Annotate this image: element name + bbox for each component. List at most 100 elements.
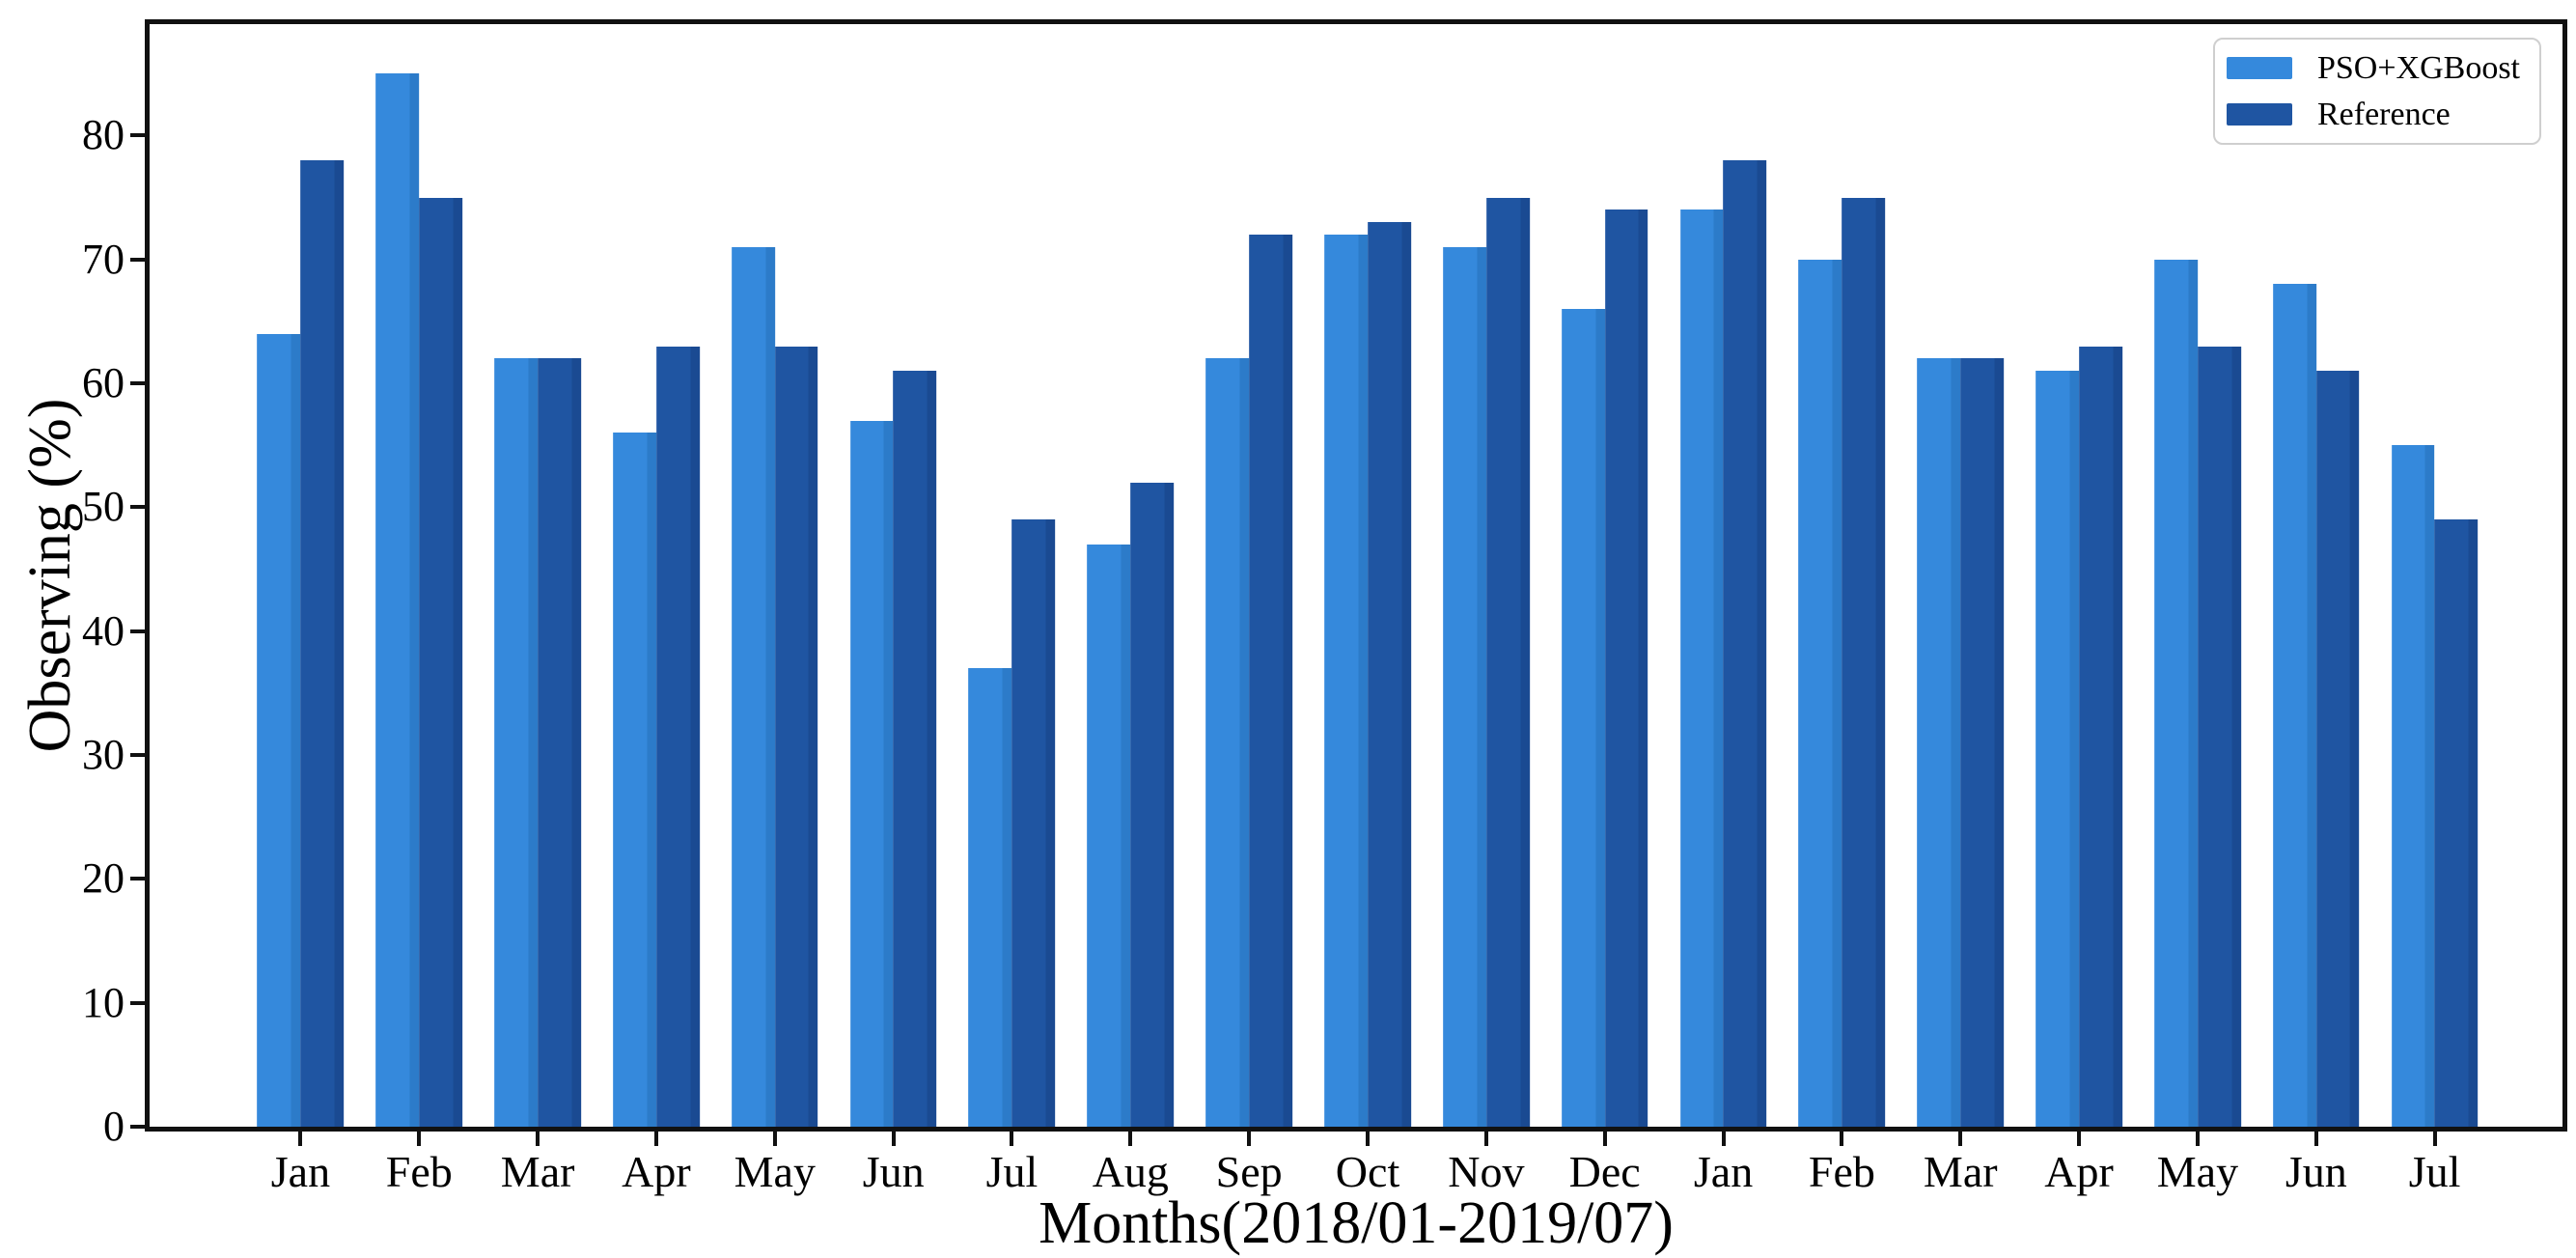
bar-group-3: Mar [479,24,597,1194]
bar-reference [1368,222,1411,1127]
bar-pair [613,24,700,1127]
y-tick-label: 50 [82,483,125,531]
bar-pso-xgboost [1561,309,1605,1127]
bar-group-12: Dec [1545,24,1664,1194]
bar-reference [2079,346,2122,1127]
x-tick-mark [1483,1132,1488,1146]
y-tick-label: 70 [82,235,125,283]
bar-pair [1798,24,1886,1127]
x-tick-mark [891,1132,896,1146]
bar-group-15: Mar [1901,24,2020,1194]
bar-reference [655,346,700,1127]
y-tick-mark [130,1000,145,1005]
bar-reference [1960,358,2005,1127]
x-tick-label: Jul [2408,1147,2461,1196]
x-tick-label: Apr [622,1147,691,1196]
bar-pair [2154,24,2241,1127]
x-tick-label: Sep [1215,1147,1283,1196]
bar-group-5: May [715,24,834,1194]
x-tick-mark [1366,1132,1371,1146]
y-tick-label: 30 [82,731,125,779]
bar-pso-xgboost [2036,371,2080,1127]
bar-pso-xgboost [1798,259,1842,1127]
x-tick-mark [1602,1132,1607,1146]
bar-pair [1324,24,1411,1127]
bar-pso-xgboost [613,433,656,1127]
bar-reference [300,160,345,1127]
x-tick-mark [2432,1132,2437,1146]
bar-pso-xgboost [2154,259,2198,1127]
bar-pso-xgboost [2272,284,2316,1127]
bar-pso-xgboost [1679,210,1724,1127]
x-tick-mark [1721,1132,1726,1146]
bar-pair [731,24,818,1127]
x-tick-mark [2077,1132,2082,1146]
bar-reference [2197,346,2241,1127]
bar-pair [2391,24,2479,1127]
bar-pair [2036,24,2122,1127]
bar-pair [1443,24,1530,1127]
legend-label: PSO+XGBoost [2316,50,2520,86]
bar-pso-xgboost [375,73,420,1127]
bar-pair [1679,24,1767,1127]
bar-group-8: Aug [1071,24,1190,1194]
x-tick-label: May [734,1147,816,1196]
bar-pso-xgboost [494,358,539,1127]
bar-group-16: Apr [2020,24,2139,1194]
y-tick-label: 20 [82,854,125,903]
bars-container: Jan Feb Mar Apr May Jun Jul Aug Sep Oct Nov Dec Jan F… [241,24,2494,1194]
bar-reference [1130,482,1175,1127]
bar-pso-xgboost [1443,246,1486,1127]
bar-pair [375,24,463,1127]
bar-pair [849,24,937,1127]
x-tick-mark [2313,1132,2318,1146]
bar-group-6: Jun [834,24,953,1194]
bar-pso-xgboost [1324,235,1369,1127]
y-axis-label: Observing (%) [17,398,83,753]
x-tick-label: Mar [500,1147,575,1196]
x-tick-mark [1128,1132,1133,1146]
x-tick-label: Jan [270,1147,331,1196]
bar-pso-xgboost [968,668,1012,1127]
bar-group-17: May [2139,24,2257,1194]
bar-group-19: Jul [2375,24,2494,1194]
bar-reference [1011,519,1056,1127]
x-axis-label: Months(2018/01-2019/07) [1039,1190,1674,1256]
x-tick-label: Jun [862,1147,925,1196]
bar-group-1: Jan [241,24,360,1194]
y-tick-label: 0 [103,1103,125,1150]
x-tick-mark [1247,1132,1252,1146]
y-tick-label: 60 [82,359,125,407]
bar-reference [419,197,463,1127]
bar-reference [1723,160,1767,1127]
x-tick-label: Jun [2285,1147,2347,1196]
bar-pair [1087,24,1175,1127]
x-tick-label: Mar [1923,1147,1998,1196]
y-tick-mark [130,629,145,633]
bar-pair [968,24,1056,1127]
y-tick-mark [130,505,145,510]
legend-entry: Reference [2226,96,2520,132]
legend-color-patch [2226,103,2292,126]
bar-pso-xgboost [1087,544,1131,1127]
legend: PSO+XGBoost Reference [2212,38,2541,146]
y-tick-mark [130,133,145,138]
bar-group-13: Jan [1664,24,1783,1194]
x-tick-label: Oct [1335,1147,1400,1196]
x-tick-mark [417,1132,422,1146]
y-tick-label: 10 [82,978,125,1026]
x-tick-mark [2195,1132,2200,1146]
bar-reference [2315,371,2360,1127]
legend-label: Reference [2316,96,2451,132]
y-tick-mark [130,381,145,386]
x-tick-label: Apr [2044,1147,2114,1196]
bar-reference [1842,197,1886,1127]
x-tick-mark [653,1132,658,1146]
bar-group-9: Sep [1190,24,1309,1194]
x-tick-label: Dec [1568,1147,1641,1196]
bar-group-4: Apr [597,24,716,1194]
plot-area: 0 10 20 30 40 50 60 70 80 Jan Feb Mar Apr May Jun Jul A… [82,19,2567,1194]
bar-pso-xgboost [849,420,894,1127]
y-tick-mark [130,1125,145,1129]
